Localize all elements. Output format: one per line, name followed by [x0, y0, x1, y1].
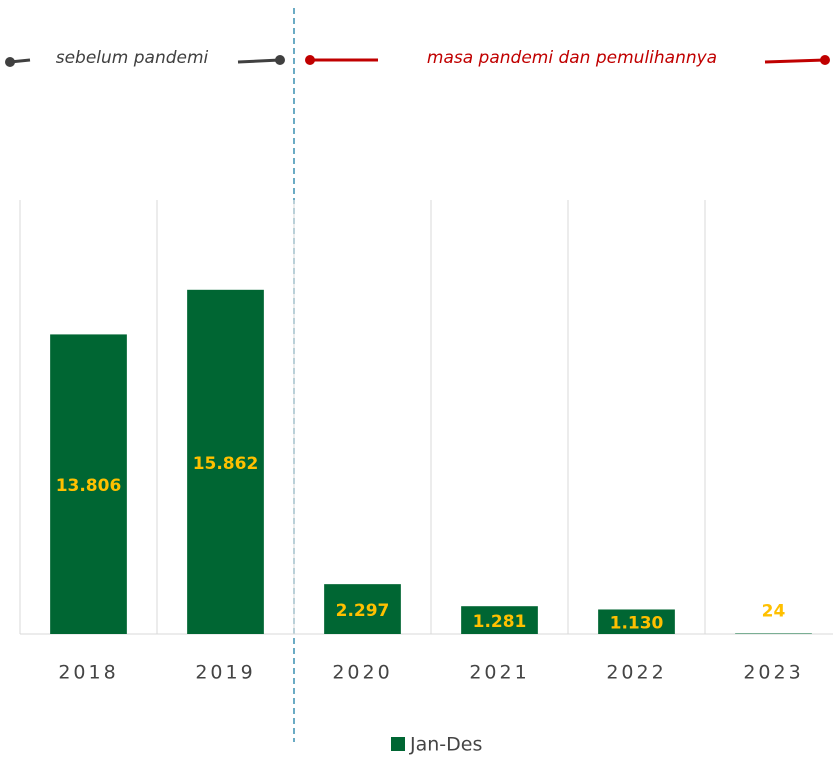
marker — [275, 55, 285, 65]
bar — [187, 289, 264, 634]
x-tick-label: 2020 — [332, 662, 392, 684]
x-tick-label: 2023 — [743, 662, 803, 684]
value-label: 15.862 — [193, 454, 259, 474]
legend-swatch — [391, 737, 405, 751]
connector — [9, 58, 31, 64]
bar — [461, 606, 538, 634]
annotation: masa pandemi dan pemulihannya — [427, 48, 717, 68]
x-tick-label: 2021 — [469, 662, 529, 684]
value-label: 2.297 — [336, 601, 390, 621]
value-label: 24 — [762, 601, 786, 621]
bar — [324, 584, 401, 634]
marker — [820, 55, 830, 65]
bar — [50, 334, 127, 634]
connector — [764, 58, 826, 64]
legend-label: Jan-Des — [409, 734, 482, 756]
connector — [237, 58, 281, 64]
x-tick-label: 2019 — [195, 662, 255, 684]
value-label: 13.806 — [56, 476, 122, 496]
bar — [598, 609, 675, 634]
value-label: 1.130 — [610, 614, 664, 634]
annotation: sebelum pandemi — [56, 48, 209, 68]
value-label: 1.281 — [473, 612, 527, 632]
x-tick-label: 2022 — [606, 662, 666, 684]
x-tick-label: 2018 — [58, 662, 118, 684]
bar — [735, 633, 812, 634]
